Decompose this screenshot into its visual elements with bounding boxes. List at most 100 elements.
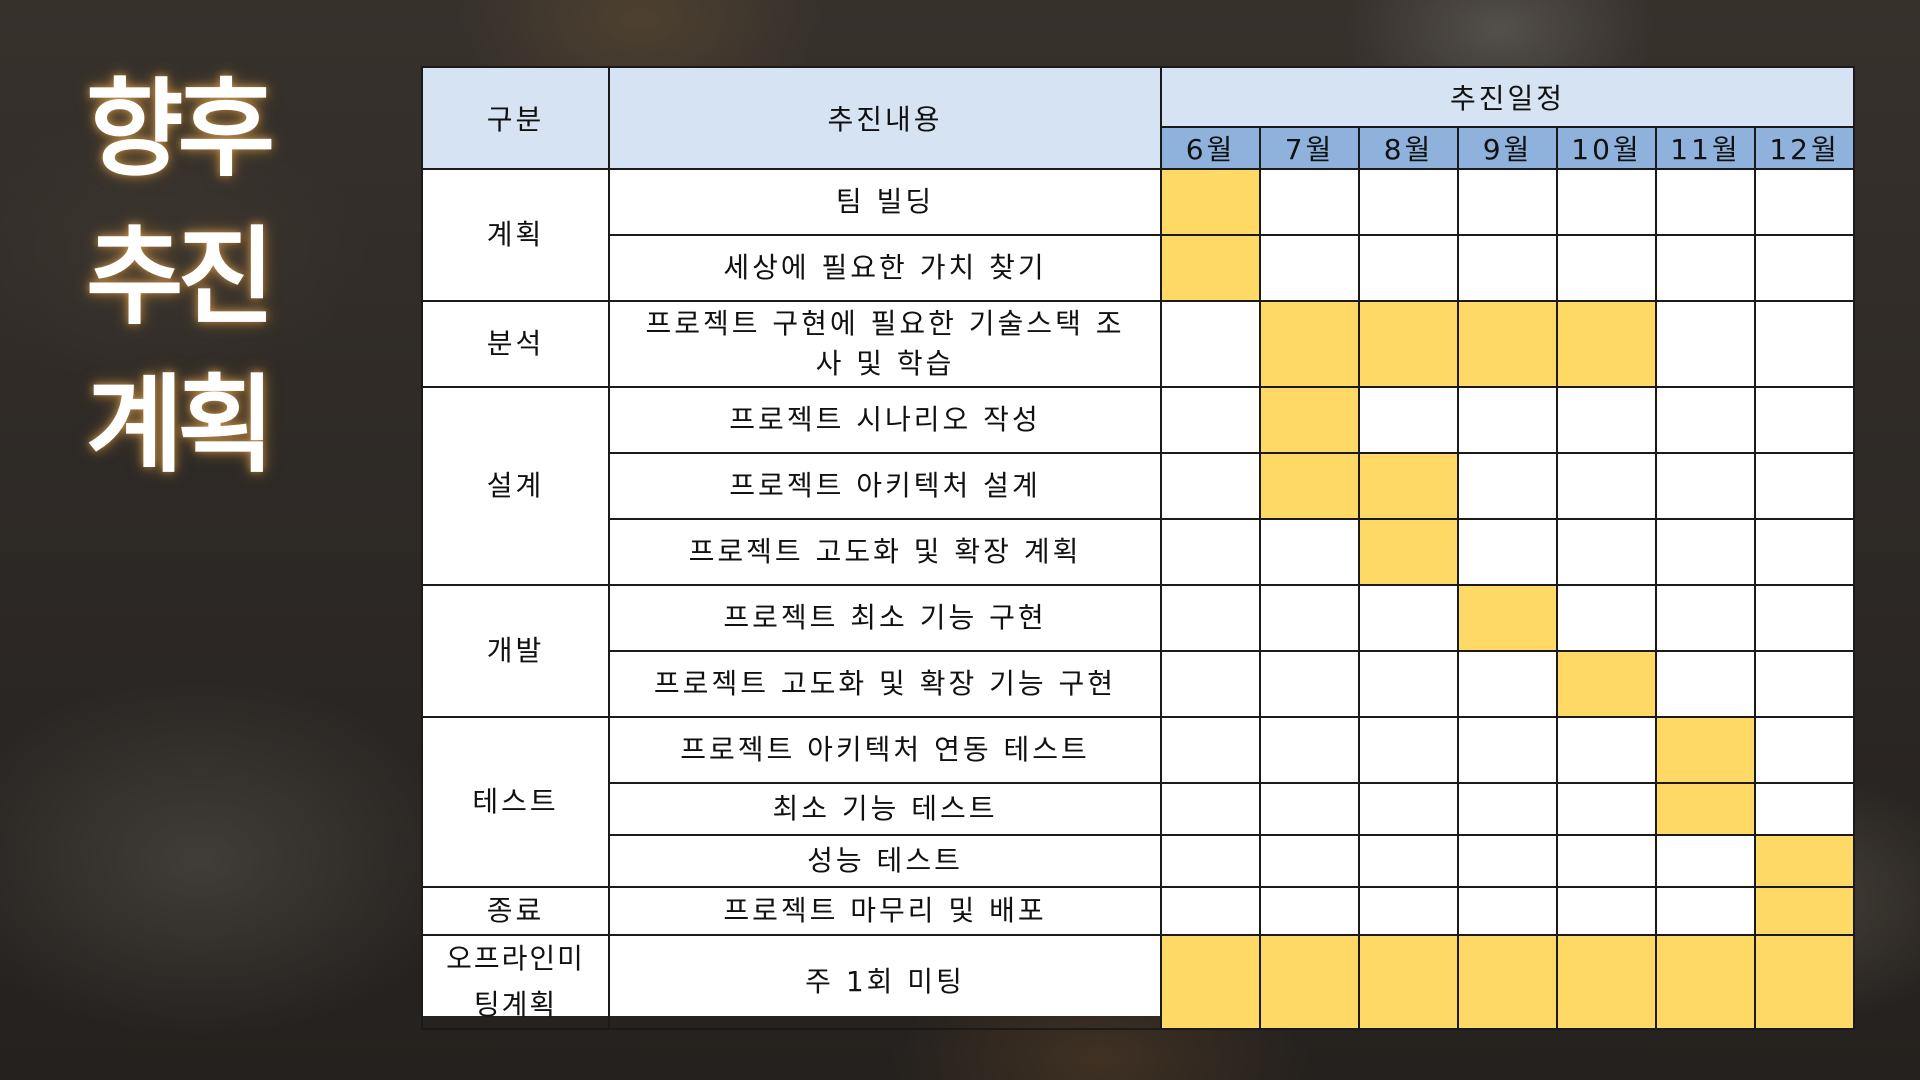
schedule-cell-empty — [1753, 234, 1856, 302]
schedule-cell-empty — [1753, 584, 1856, 652]
schedule-cell-empty — [1556, 584, 1657, 652]
table-row: 오프라인미팅계획 주 1회 미팅 — [421, 934, 1856, 1030]
task-cell: 세상에 필요한 가치 찾기 — [608, 234, 1162, 302]
schedule-cell-empty — [1259, 168, 1360, 236]
schedule-cell-active — [1655, 934, 1756, 1030]
schedule-cell-empty — [1457, 168, 1558, 236]
schedule-cell-empty — [1160, 650, 1261, 718]
table-row: 테스트 프로젝트 아키텍처 연동 테스트 — [421, 716, 1856, 888]
schedule-cell-active — [1358, 934, 1459, 1030]
month-header: 12월 — [1753, 126, 1856, 170]
schedule-cell-empty — [1457, 386, 1558, 454]
schedule-cell-active — [1358, 452, 1459, 520]
schedule-cell-empty — [1753, 452, 1856, 520]
task-cell: 팀 빌딩 — [608, 168, 1162, 236]
month-header: 10월 — [1556, 126, 1657, 170]
table-row: 설계 프로젝트 시나리오 작성 — [421, 386, 1856, 586]
schedule-cell-active — [1556, 934, 1657, 1030]
task-cell: 주 1회 미팅 — [608, 934, 1162, 1030]
schedule-table: 구분 추진내용 추진일정 6월 7월 8월 9월 10월 11월 12월 계획 팀 빌딩 세상에… — [421, 66, 1856, 1030]
schedule-cell-active — [1160, 934, 1261, 1030]
schedule-cell-empty — [1457, 650, 1558, 718]
slide-title: 향후 추진 계획 — [86, 55, 326, 499]
schedule-cell-empty — [1556, 386, 1657, 454]
schedule-cell-empty — [1655, 584, 1756, 652]
schedule-cell-empty — [1358, 234, 1459, 302]
table-row: 분석 프로젝트 구현에 필요한 기술스택 조사 및 학습 — [421, 300, 1856, 388]
schedule-cell-active — [1259, 934, 1360, 1030]
schedule-cell-active — [1457, 584, 1558, 652]
table-row: 프로젝트 고도화 및 확장 기능 구현 — [422, 650, 1856, 718]
table-row: 프로젝트 아키텍처 설계 — [422, 452, 1856, 520]
schedule-cell-empty — [1655, 300, 1756, 388]
schedule-cell-empty — [1457, 834, 1558, 888]
schedule-cell-active — [1753, 886, 1856, 936]
schedule-cell-empty — [1358, 886, 1459, 936]
task-cell: 성능 테스트 — [608, 834, 1162, 888]
schedule-cell-empty — [1259, 584, 1360, 652]
schedule-cell-empty — [1358, 782, 1459, 836]
schedule-body: 계획 팀 빌딩 세상에 필요한 가치 찾기 분석 프로젝트 구현에 필요한 기술스택 조… — [421, 168, 1856, 1030]
schedule-cell-empty — [1655, 886, 1756, 936]
schedule-cell-active — [1655, 782, 1756, 836]
schedule-cell-empty — [1753, 716, 1856, 784]
schedule-cell-active — [1358, 518, 1459, 586]
schedule-cell-empty — [1753, 386, 1856, 454]
task-cell: 프로젝트 시나리오 작성 — [608, 386, 1162, 454]
schedule-cell-empty — [1160, 452, 1261, 520]
schedule-cell-empty — [1160, 782, 1261, 836]
schedule-cell-empty — [1655, 518, 1756, 586]
schedule-cell-empty — [1655, 168, 1756, 236]
title-line-2: 추진 — [86, 214, 275, 339]
month-header: 11월 — [1655, 126, 1756, 170]
schedule-cell-active — [1753, 934, 1856, 1030]
schedule-cell-empty — [1556, 716, 1657, 784]
schedule-cell-empty — [1753, 518, 1856, 586]
header-content: 추진내용 — [608, 66, 1162, 170]
schedule-cell-empty — [1457, 234, 1558, 302]
task-cell: 프로젝트 고도화 및 확장 기능 구현 — [608, 650, 1162, 718]
task-cell: 프로젝트 최소 기능 구현 — [608, 584, 1162, 652]
schedule-cell-empty — [1358, 386, 1459, 454]
schedule-cell-empty — [1160, 716, 1261, 784]
schedule-cell-empty — [1655, 834, 1756, 888]
schedule-cell-empty — [1753, 650, 1856, 718]
month-header: 9월 — [1457, 126, 1558, 170]
schedule-cell-empty — [1259, 650, 1360, 718]
schedule-cell-empty — [1655, 650, 1756, 718]
schedule-cell-empty — [1457, 518, 1558, 586]
category-cell: 개발 — [421, 584, 610, 718]
schedule-cell-empty — [1358, 168, 1459, 236]
schedule-cell-active — [1655, 716, 1756, 784]
schedule-cell-empty — [1556, 886, 1657, 936]
table-row: 성능 테스트 — [422, 834, 1856, 888]
month-header: 6월 — [1160, 126, 1261, 170]
table-row: 프로젝트 고도화 및 확장 계획 — [422, 518, 1856, 586]
schedule-cell-empty — [1655, 386, 1756, 454]
schedule-cell-active — [1259, 300, 1360, 388]
schedule-table-container: 구분 추진내용 추진일정 6월 7월 8월 9월 10월 11월 12월 계획 팀 빌딩 세상에… — [421, 66, 1856, 1030]
task-cell: 프로젝트 아키텍처 설계 — [608, 452, 1162, 520]
schedule-cell-active — [1160, 234, 1261, 302]
schedule-cell-empty — [1160, 518, 1261, 586]
schedule-cell-active — [1259, 452, 1360, 520]
schedule-cell-empty — [1655, 452, 1756, 520]
table-row: 최소 기능 테스트 — [422, 782, 1856, 836]
task-cell: 프로젝트 아키텍처 연동 테스트 — [608, 716, 1162, 784]
schedule-cell-empty — [1259, 886, 1360, 936]
schedule-cell-empty — [1358, 834, 1459, 888]
header-schedule: 추진일정 — [1159, 66, 1856, 128]
schedule-cell-empty — [1259, 834, 1360, 888]
schedule-cell-empty — [1457, 782, 1558, 836]
schedule-cell-empty — [1358, 716, 1459, 784]
schedule-cell-empty — [1753, 300, 1856, 388]
title-line-1: 향후 — [86, 66, 275, 191]
schedule-cell-empty — [1259, 518, 1360, 586]
schedule-cell-active — [1753, 834, 1856, 888]
month-row: 6월 7월 8월 9월 10월 11월 12월 — [422, 126, 1856, 170]
schedule-cell-empty — [1457, 716, 1558, 784]
schedule-cell-active — [1457, 300, 1558, 388]
schedule-cell-empty — [1160, 386, 1261, 454]
schedule-cell-empty — [1556, 234, 1657, 302]
schedule-cell-empty — [1556, 518, 1657, 586]
